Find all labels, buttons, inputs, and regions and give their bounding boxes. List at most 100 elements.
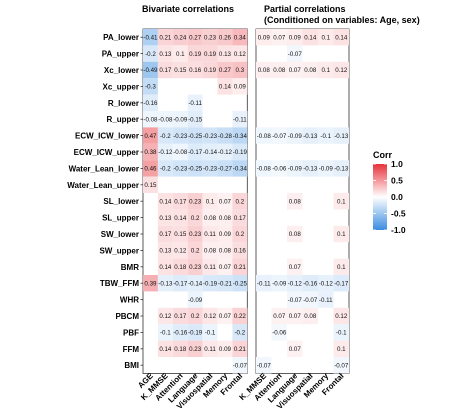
cell-value-label: 0.08 (204, 215, 217, 222)
heatmap-cell (143, 127, 158, 144)
heatmap-cell (333, 258, 349, 275)
cell-value-label: 0.07 (289, 264, 302, 271)
heatmap-cell (271, 324, 287, 341)
cell-value-label: -0.16 (143, 100, 158, 107)
heatmap-cell (187, 258, 203, 275)
cell-value-label: -0.23 (173, 133, 188, 140)
legend-tick-label: 1.0 (391, 159, 403, 169)
heatmap-cell (232, 307, 248, 325)
heatmap-cell (287, 225, 303, 243)
heatmap-cell (202, 143, 218, 161)
cell-value-label: 0.14 (304, 34, 317, 41)
cell-value-label: 0.14 (335, 34, 348, 41)
heatmap-cell (157, 111, 173, 128)
cell-value-label: -0.17 (334, 280, 349, 287)
legend-colorbar (373, 164, 387, 230)
cell-value-label: 0.14 (159, 346, 172, 353)
row-label: WHR (120, 296, 139, 305)
heatmap-cell (172, 29, 188, 46)
heatmap-cell (217, 143, 233, 161)
legend-tick-label: -0.5 (391, 209, 406, 219)
cell-value-label: -0.13 (303, 166, 318, 173)
row-label: PA_upper (102, 50, 139, 59)
heatmap-cell (187, 275, 203, 292)
cell-value-label: -0.07 (334, 362, 349, 369)
heatmap-cell (271, 160, 287, 177)
row-label: BMR (121, 263, 139, 272)
heatmap-cell (202, 258, 218, 275)
cell-value-label: -0.11 (233, 116, 247, 123)
cell-value-label: -0.17 (173, 280, 188, 287)
cell-value-label: 0.07 (289, 346, 302, 353)
cell-value-label: 0.15 (174, 231, 187, 238)
heatmap-cell (232, 258, 248, 275)
cell-value-label: 0.23 (204, 34, 217, 41)
heatmap-cell (202, 209, 218, 226)
cell-value-label: 0.3 (236, 67, 245, 74)
heatmap-cell (157, 29, 173, 46)
heatmap-cell (271, 61, 287, 79)
cell-value-label: -0.13 (303, 133, 318, 140)
heatmap-cell (302, 291, 318, 308)
heatmap-cell (333, 61, 349, 79)
heatmap-cell (333, 307, 349, 325)
cell-value-label: -0.09 (173, 116, 188, 123)
cell-value-label: -0.07 (303, 297, 318, 304)
cell-value-label: 0.17 (159, 231, 172, 238)
heatmap-cell (187, 94, 203, 111)
heatmap-cell (187, 291, 203, 308)
cell-value-label: 0.14 (174, 215, 187, 222)
cell-value-label: 0.17 (159, 67, 172, 74)
cell-value-label: -0.16 (303, 280, 318, 287)
cell-value-label: -0.12 (288, 280, 303, 287)
cell-value-label: 0.12 (335, 313, 348, 320)
cell-value-label: 0.09 (219, 346, 232, 353)
cell-value-label: -0.1 (336, 330, 347, 337)
cell-value-label: 0.1 (206, 198, 215, 205)
heatmap-cell (202, 340, 218, 357)
heatmap-cell (187, 307, 203, 325)
cell-value-label: -0.12 (319, 280, 334, 287)
heatmap-cell (172, 111, 188, 128)
heatmap-cell (202, 45, 218, 62)
heatmap-cell (187, 340, 203, 357)
heatmap-cell (202, 225, 218, 243)
cell-value-label: 0.18 (174, 346, 187, 353)
cell-value-label: -0.16 (173, 330, 188, 337)
heatmap-cell (287, 275, 303, 292)
cell-value-label: 0.2 (191, 313, 200, 320)
heatmap-cell (318, 61, 334, 79)
heatmap-cell (187, 127, 203, 144)
cell-value-label: -0.08 (257, 133, 272, 140)
cell-value-label: 0.46 (144, 166, 157, 173)
cell-value-label: 0.1 (337, 264, 346, 271)
cell-value-label: 0.23 (189, 264, 202, 271)
cell-value-label: 0.19 (204, 67, 217, 74)
cell-value-label: -0.15 (188, 116, 203, 123)
heatmap-cell (202, 324, 218, 341)
cell-value-label: 0.23 (189, 346, 202, 353)
heatmap-cell (287, 340, 303, 357)
cell-value-label: 0.11 (204, 264, 216, 271)
heatmap-cell (202, 193, 218, 210)
heatmap-cell (187, 143, 203, 161)
cell-value-label: 0.07 (289, 67, 302, 74)
heatmap-cell (256, 275, 272, 292)
heatmap-cell (333, 324, 349, 341)
cell-value-label: -0.19 (203, 280, 218, 287)
cell-value-label: -0.09 (188, 297, 203, 304)
cell-value-label: -0.23 (203, 133, 218, 140)
cell-value-label: -0.34 (233, 133, 248, 140)
row-label: BMI (124, 361, 139, 370)
cell-value-label: -0.34 (233, 166, 248, 173)
heatmap-cell (157, 209, 173, 226)
color-legend: Corr 1.0 0.5 0.0 -0.5 -1.0 (373, 150, 406, 235)
heatmap-cell (232, 209, 248, 226)
cell-value-label: -0.07 (288, 297, 303, 304)
legend-tick-label: 0.0 (391, 192, 403, 202)
cell-value-label: 0.07 (219, 313, 232, 320)
cell-value-label: 0.2 (191, 215, 200, 222)
heatmap-cell (287, 127, 303, 144)
heatmap-cell (232, 61, 248, 79)
heatmap-cell (187, 45, 203, 62)
